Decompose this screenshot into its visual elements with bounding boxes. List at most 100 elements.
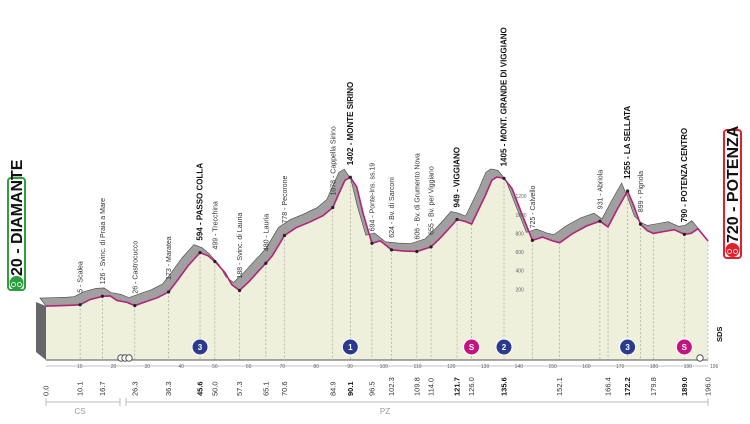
waypoint-km: 196.0 bbox=[704, 377, 713, 396]
finish-label: 720 - POTENZA bbox=[725, 125, 742, 243]
climb-badge bbox=[675, 338, 693, 356]
climb-category: 2 bbox=[502, 343, 507, 352]
altitude-tick: 800 bbox=[515, 231, 524, 237]
altitude-scale: 1200 1000 800 600 400 200 bbox=[515, 194, 526, 293]
waypoint-dot bbox=[78, 303, 82, 307]
waypoint-name: 624 - Bv. di Sarconi bbox=[389, 177, 396, 238]
region-bar: CS PZ bbox=[45, 398, 709, 416]
waypoint-km: 65.1 bbox=[261, 381, 270, 396]
km-tick: 190 bbox=[684, 364, 693, 370]
altitude-tick: 1200 bbox=[515, 194, 526, 200]
waypoint-name: 1078 - Cappella Sirino bbox=[330, 126, 337, 195]
intermediate-icon bbox=[125, 354, 133, 362]
start-marker: 20 - DIAMANTE bbox=[7, 159, 26, 291]
km-tick: 40 bbox=[178, 364, 184, 370]
waypoint-dot bbox=[502, 176, 506, 180]
waypoint-km: 166.4 bbox=[604, 377, 613, 396]
waypoint-dot bbox=[415, 249, 419, 254]
waypoint-dot bbox=[348, 175, 352, 179]
waypoint-dot bbox=[389, 248, 394, 252]
waypoint-km: 96.5 bbox=[367, 381, 376, 396]
waypoint-km: 114.0 bbox=[427, 378, 436, 396]
waypoint-km: 189.0 bbox=[680, 377, 689, 396]
waypoint-dot bbox=[133, 303, 137, 308]
waypoint-dot bbox=[638, 222, 643, 226]
waypoint-name: 931 - Abriola bbox=[597, 170, 604, 209]
bike-icon bbox=[9, 276, 24, 290]
climb-badge bbox=[495, 338, 513, 356]
climb-markers: 3 1 S 2 3 S bbox=[117, 338, 704, 362]
climb-badge bbox=[619, 338, 637, 356]
profile-fill bbox=[46, 177, 708, 360]
climb-category: 3 bbox=[625, 343, 630, 352]
waypoint-name: 188 - Svinc. di Lauria bbox=[237, 213, 244, 279]
climb-category: S bbox=[682, 343, 688, 352]
region-pz: PZ bbox=[380, 407, 390, 416]
km-tick: 180 bbox=[650, 364, 659, 370]
waypoint-km: 102.3 bbox=[387, 377, 396, 396]
waypoint-name: 899 - Pignola bbox=[638, 171, 645, 212]
waypoint-name: 778 - Pecorone bbox=[282, 176, 289, 224]
waypoint-name: 655 - Bv. per Viggiano bbox=[429, 166, 436, 235]
waypoint-dot bbox=[455, 217, 459, 222]
waypoint-dot bbox=[370, 241, 374, 245]
waypoint-dot bbox=[282, 233, 287, 238]
km-tick: 130 bbox=[481, 364, 490, 370]
km-tick: 160 bbox=[582, 364, 591, 370]
waypoint-dot bbox=[626, 189, 630, 193]
waypoint-km: 126.0 bbox=[467, 377, 476, 396]
waypoint-km: 26.3 bbox=[130, 381, 139, 396]
waypoint-km: 50.0 bbox=[210, 381, 219, 396]
km-tick: 150 bbox=[548, 364, 557, 370]
km-axis: 10 20 30 40 50 60 70 80 90 100 110 120 130 140 150 160 1… bbox=[42, 364, 719, 396]
waypoint-labels: 5 - Scalea 126 - Svinc. di Praia a Mare 26… bbox=[78, 27, 689, 308]
waypoint-name: 173 - Maratea bbox=[166, 236, 173, 280]
waypoint-name: 1402 - MONTE SIRINO bbox=[346, 82, 355, 166]
waypoint-name: 126 - Svinc. di Praia a Mare bbox=[100, 198, 107, 284]
waypoint-dot bbox=[237, 288, 242, 293]
waypoint-name: 1255 - LA SELLATA bbox=[623, 106, 632, 179]
profile-side bbox=[36, 302, 46, 360]
climb-category: S bbox=[469, 343, 475, 352]
waypoint-km: 84.9 bbox=[328, 381, 337, 396]
waypoint-name: 594 - PASSO COLLA bbox=[196, 163, 205, 241]
waypoint-dot bbox=[100, 294, 105, 298]
km-tick: 140 bbox=[515, 364, 524, 370]
km-tick: 60 bbox=[246, 364, 252, 370]
start-label: 20 - DIAMANTE bbox=[9, 159, 26, 276]
bike-icon bbox=[725, 243, 740, 257]
km-tick: 120 bbox=[447, 364, 456, 370]
waypoint-km: 121.7 bbox=[453, 377, 462, 396]
waypoint-dot bbox=[264, 261, 268, 265]
altitude-tick: 1000 bbox=[515, 213, 526, 219]
finish-marker: 720 - POTENZA bbox=[723, 125, 742, 259]
altitude-tick: 600 bbox=[515, 250, 524, 256]
waypoint-name: 5 - Scalea bbox=[78, 261, 85, 293]
km-tick: 70 bbox=[280, 364, 286, 370]
waypoint-name: 725 - Calvello bbox=[530, 185, 537, 228]
waypoint-km: 36.3 bbox=[164, 381, 173, 396]
km-tick: 100 bbox=[380, 364, 389, 370]
waypoint-dot bbox=[598, 219, 602, 223]
waypoint-km: 152.1 bbox=[555, 377, 564, 396]
climb-badge bbox=[463, 338, 481, 356]
waypoint-dot bbox=[429, 245, 433, 249]
waypoint-dot bbox=[682, 232, 686, 236]
climb-badge bbox=[191, 338, 209, 356]
region-cs: CS bbox=[74, 407, 85, 416]
climb-category: 1 bbox=[348, 343, 353, 352]
waypoint-dot bbox=[167, 290, 171, 294]
waypoint-dot bbox=[198, 251, 202, 255]
km-tick: 20 bbox=[111, 364, 117, 370]
waypoint-km: 16.7 bbox=[98, 381, 107, 396]
km-tick: 50 bbox=[212, 364, 218, 370]
waypoint-name: 606 - Bv. di Grumento Nova bbox=[414, 153, 421, 239]
waypoint-km: 109.8 bbox=[412, 377, 421, 396]
waypoint-name: 694 - Ponte-Ins. ss.19 bbox=[369, 163, 376, 232]
altitude-tick: 200 bbox=[515, 287, 524, 293]
km-tick: 10 bbox=[77, 364, 83, 370]
waypoint-km: 179.8 bbox=[649, 377, 658, 396]
km-tick: 110 bbox=[414, 364, 422, 370]
km-tick: 170 bbox=[616, 364, 625, 370]
